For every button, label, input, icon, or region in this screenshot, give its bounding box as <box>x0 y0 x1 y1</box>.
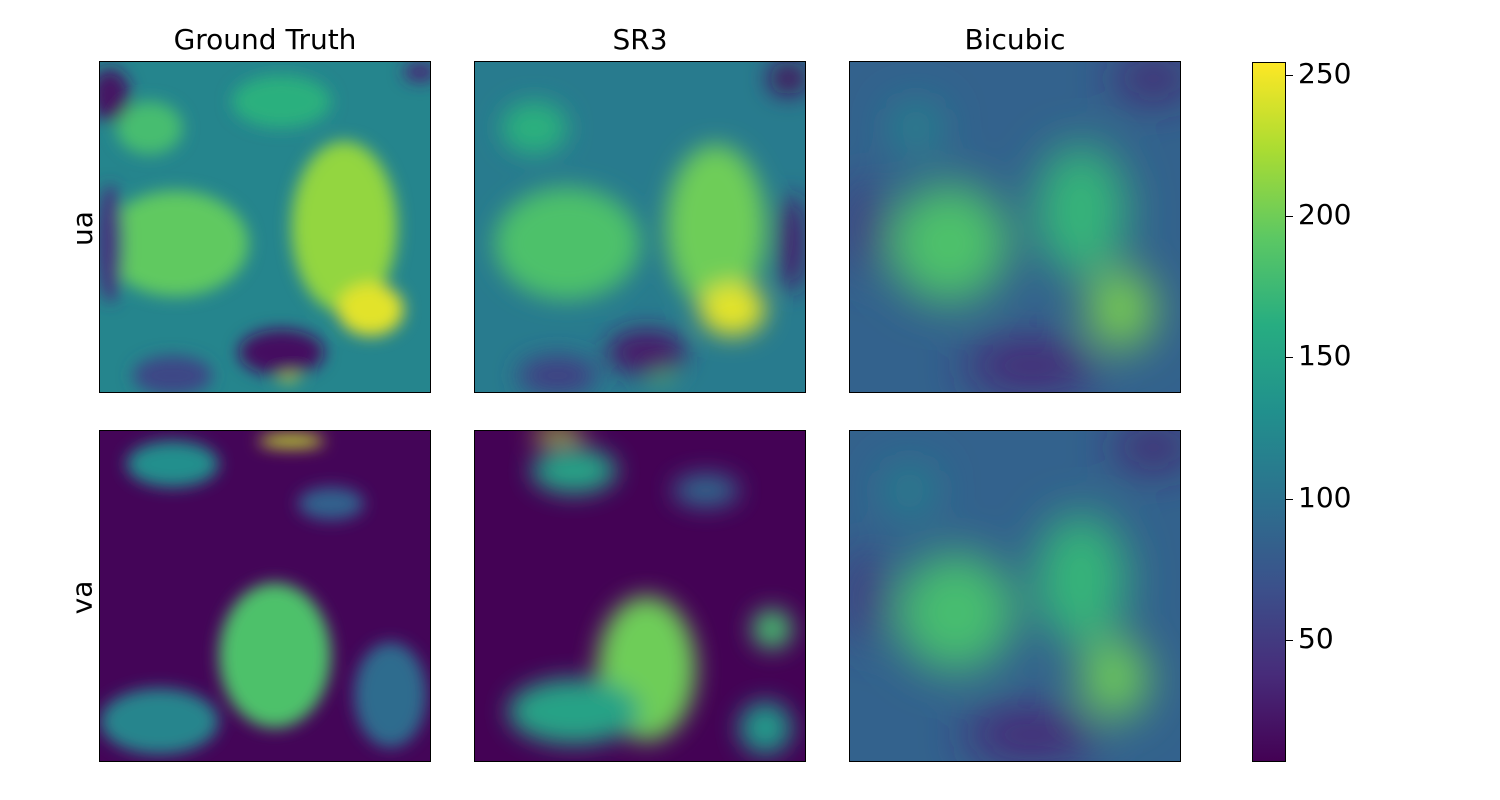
heatmap-svg <box>850 62 1180 392</box>
heatmap-region-6 <box>673 473 739 507</box>
heatmap-svg <box>475 62 805 392</box>
heatmap-region-7 <box>607 329 687 376</box>
column-title-ground-truth: Ground Truth <box>173 23 357 56</box>
heatmap-region-2 <box>354 642 427 748</box>
heatmap-region-1 <box>1034 144 1128 277</box>
heatmap-region-0 <box>103 190 249 297</box>
row-label-va: va <box>62 431 102 763</box>
heatmap-region-6 <box>850 549 887 643</box>
heatmap-region-8 <box>238 329 325 376</box>
heatmap-region-7 <box>403 62 430 82</box>
heatmap-region-3 <box>232 75 331 128</box>
heatmap-svg <box>850 431 1180 761</box>
heatmap-panel-ua-sr3 <box>474 61 806 393</box>
row-label-va-text: va <box>65 580 99 614</box>
colorbar-tick-mark <box>1286 357 1293 359</box>
heatmap-region-3 <box>886 467 933 514</box>
column-title-sr3: SR3 <box>612 23 668 56</box>
colorbar-tick-label: 100 <box>1298 480 1352 514</box>
colorbar-tick-mark <box>1286 498 1293 500</box>
heatmap-region-5 <box>768 62 805 95</box>
heatmap-region-1 <box>100 688 219 755</box>
heatmap-svg <box>475 431 805 761</box>
heatmap-region-3 <box>739 701 792 755</box>
heatmap-region-0 <box>218 582 331 728</box>
heatmap-svg <box>100 431 430 761</box>
heatmap-svg <box>100 62 430 392</box>
heatmap-region-2 <box>1087 269 1154 350</box>
colorbar-tick-mark <box>1286 75 1293 77</box>
colorbar-tick-label: 150 <box>1298 339 1352 373</box>
heatmap-region-3 <box>501 101 568 155</box>
heatmap-region-0 <box>889 184 1009 303</box>
heatmap-region-3 <box>892 104 940 152</box>
colorbar-tick-mark <box>1286 216 1293 218</box>
heatmap-region-10 <box>133 355 213 392</box>
column-title-bicubic: Bicubic <box>964 23 1066 56</box>
heatmap-region-2 <box>699 283 766 336</box>
heatmap-region-1 <box>666 144 766 310</box>
heatmap-region-3 <box>126 440 219 488</box>
heatmap-region-5 <box>298 487 364 521</box>
heatmap-panel-va-ground-truth <box>99 430 431 762</box>
heatmap-region-4 <box>965 708 1098 761</box>
heatmap-region-4 <box>258 434 325 448</box>
colorbar <box>1252 62 1286 762</box>
heatmap-region-1 <box>291 141 397 313</box>
heatmap-region-5 <box>1114 431 1180 468</box>
colorbar-tick-label: 250 <box>1298 57 1352 91</box>
heatmap-region-2 <box>337 283 404 336</box>
heatmap-region-4 <box>116 101 183 155</box>
heatmap-region-6 <box>100 68 130 122</box>
heatmap-panel-ua-ground-truth <box>99 61 431 393</box>
heatmap-region-4 <box>965 339 1098 392</box>
colorbar-tick-label: 50 <box>1298 621 1334 655</box>
heatmap-region-0 <box>494 187 640 300</box>
heatmap-region-6 <box>850 180 887 274</box>
colorbar-tick-label: 200 <box>1298 198 1352 232</box>
heatmap-region-5 <box>1114 62 1180 99</box>
heatmap-region-0 <box>896 553 1015 672</box>
row-label-ua-text: ua <box>65 210 99 246</box>
heatmap-region-1 <box>508 678 640 745</box>
heatmap-region-4 <box>531 447 617 494</box>
heatmap-panel-ua-bicubic <box>849 61 1181 393</box>
heatmap-region-2 <box>1081 638 1147 719</box>
heatmap-region-8 <box>517 355 598 392</box>
heatmap-region-9 <box>100 184 124 303</box>
heatmap-region-2 <box>752 609 792 649</box>
heatmap-region-6 <box>778 194 805 293</box>
colorbar-tick-mark <box>1286 639 1293 641</box>
heatmap-region-1 <box>1034 513 1128 646</box>
colorbar-gradient <box>1253 63 1285 761</box>
heatmap-panel-va-bicubic <box>849 430 1181 762</box>
heatmap-panel-va-sr3 <box>474 430 806 762</box>
heatmap-region-5 <box>531 431 584 441</box>
row-label-ua: ua <box>62 62 102 394</box>
